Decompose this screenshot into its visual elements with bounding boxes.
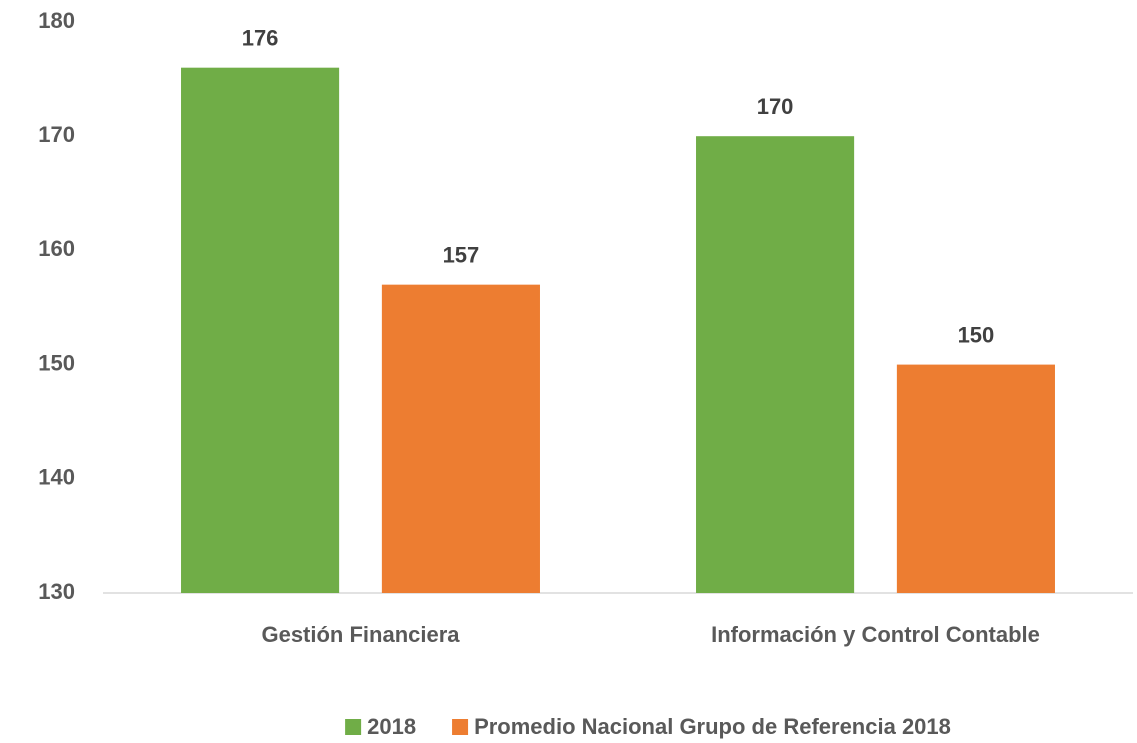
legend-swatch [452,719,469,735]
data-label: 170 [757,94,794,119]
bar [181,67,340,594]
y-tick-label: 180 [38,8,75,33]
y-tick-label: 140 [38,465,75,490]
bar [696,136,855,593]
data-label: 157 [443,242,480,267]
y-tick-label: 130 [38,579,75,604]
legend-label: Promedio Nacional Grupo de Referencia 20… [474,714,951,739]
x-tick-label: Información y Control Contable [711,622,1040,647]
y-tick-label: 160 [38,236,75,261]
legend-swatch [345,719,362,735]
y-tick-label: 150 [38,350,75,375]
y-tick-label: 170 [38,122,75,147]
x-tick-label: Gestión Financiera [261,622,460,647]
data-label: 176 [242,25,279,50]
bar [896,364,1055,593]
bar [381,284,540,593]
data-label: 150 [958,322,995,347]
legend-label: 2018 [367,714,416,739]
